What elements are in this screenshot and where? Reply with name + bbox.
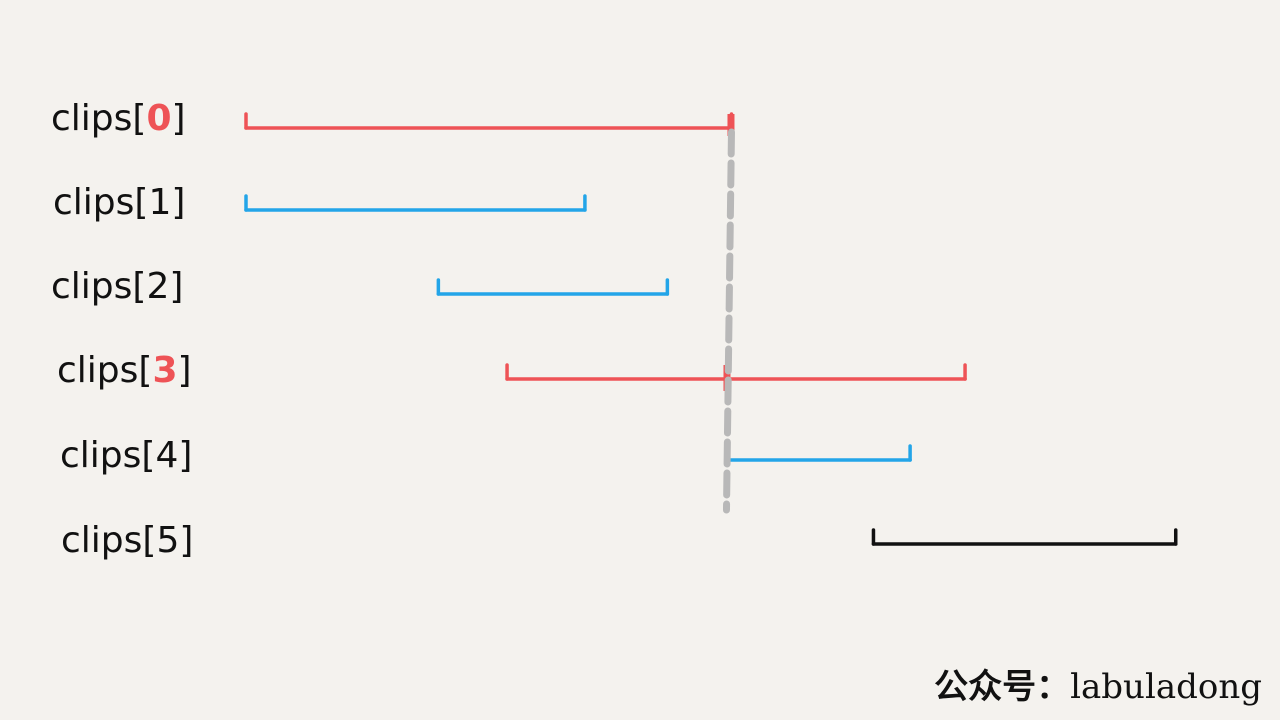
clip-segment-5 xyxy=(871,528,1178,546)
clip-index-0: 0 xyxy=(146,98,172,139)
clip-segment-4 xyxy=(725,444,912,462)
cut-line xyxy=(722,128,735,514)
clip-index-4: 4 xyxy=(155,435,179,476)
clip-label-4: clips[4] xyxy=(60,435,193,476)
clip-index-2: 2 xyxy=(146,266,170,307)
clip-label-2: clips[2] xyxy=(51,266,184,307)
cut-marker-0 xyxy=(727,114,735,136)
watermark: 公众号：labuladong xyxy=(934,670,1262,704)
clip-index-3: 3 xyxy=(152,350,178,391)
clip-segment-1 xyxy=(244,194,587,212)
segment-layer xyxy=(244,112,1178,546)
clip-segment-2 xyxy=(436,278,670,296)
clip-segment-0 xyxy=(244,112,734,130)
clip-label-5: clips[5] xyxy=(61,520,194,561)
clip-label-0: clips[0] xyxy=(51,98,186,139)
clip-label-3: clips[3] xyxy=(57,350,192,391)
watermark-cn: 公众号： xyxy=(934,667,1071,707)
clip-index-1: 1 xyxy=(148,182,172,223)
watermark-en: labuladong xyxy=(1070,667,1262,707)
clip-label-1: clips[1] xyxy=(53,182,186,223)
clip-index-5: 5 xyxy=(156,520,180,561)
clip-segment-3 xyxy=(505,363,967,381)
